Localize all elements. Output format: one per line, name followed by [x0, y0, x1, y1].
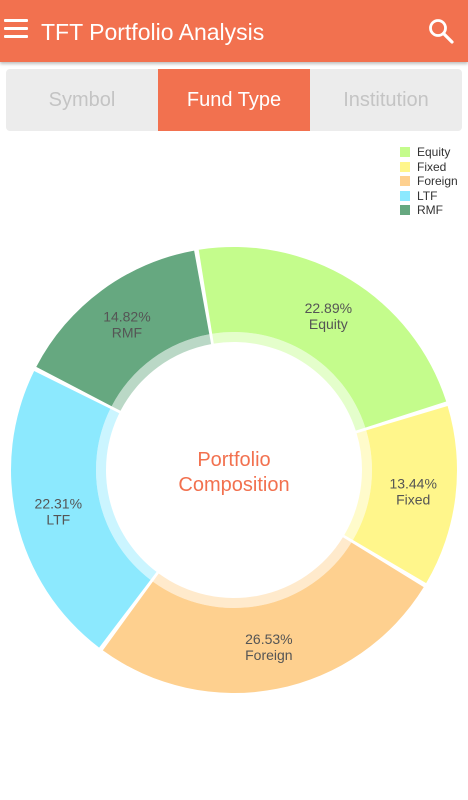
tab-fund-type[interactable]: Fund Type	[158, 69, 310, 131]
legend-swatch	[400, 205, 410, 215]
tab-symbol[interactable]: Symbol	[48, 88, 116, 111]
slice-name-label: Fixed	[396, 492, 430, 508]
slice-name-label: LTF	[46, 511, 70, 527]
slice-percent-label: 26.53%	[245, 631, 292, 647]
slice-equity[interactable]	[198, 247, 447, 428]
slice-inner-rmf	[111, 334, 212, 411]
slice-percent-label: 22.89%	[305, 300, 352, 316]
hamburger-menu-icon[interactable]	[4, 19, 28, 39]
legend-label: LTF	[417, 188, 438, 203]
legend-label: Foreign	[417, 174, 458, 188]
slice-label-equity: 22.89%Equity	[305, 300, 352, 332]
center-text-line: Composition	[178, 474, 289, 496]
center-text-line: Portfolio	[197, 449, 270, 471]
legend-swatch	[400, 176, 410, 186]
legend-label: Equity	[417, 145, 451, 159]
pie-chart: 22.89%Equity 13.44%Fixed 26.53%Foreign 22.3…	[10, 247, 457, 693]
slice-name-label: Foreign	[245, 647, 292, 663]
slice-label-ltf: 22.31%LTF	[35, 495, 82, 527]
tab-institution[interactable]: Institution	[343, 88, 429, 111]
legend-label: RMF	[417, 203, 443, 217]
slice-name-label: Equity	[309, 316, 348, 332]
slice-inner-fixed	[344, 430, 373, 541]
slice-inner-ltf	[96, 408, 157, 580]
slice-foreign[interactable]	[102, 542, 424, 693]
slice-inner-foreign	[152, 537, 352, 608]
app-bar: TFT Portfolio Analysis	[0, 0, 468, 62]
slice-inner-equity	[212, 332, 366, 431]
slice-percent-label: 13.44%	[389, 476, 436, 492]
legend-swatch	[400, 147, 410, 157]
slice-percent-label: 22.31%	[35, 495, 82, 511]
legend-swatch	[400, 161, 410, 172]
slice-rmf[interactable]	[36, 250, 210, 407]
slice-ltf[interactable]	[10, 371, 151, 648]
tab-bar: Symbol Fund Type Institution	[6, 69, 462, 131]
legend-label: Fixed	[417, 159, 447, 174]
slice-label-rmf: 14.82%RMF	[103, 309, 150, 341]
search-icon[interactable]	[428, 18, 454, 44]
slice-name-label: RMF	[112, 325, 142, 341]
legend-swatch	[400, 190, 410, 201]
app-title: TFT Portfolio Analysis	[41, 19, 265, 45]
slice-label-foreign: 26.53%Foreign	[245, 631, 292, 663]
slice-label-fixed: 13.44%Fixed	[389, 476, 436, 508]
slice-fixed[interactable]	[352, 405, 457, 584]
slice-percent-label: 14.82%	[103, 309, 150, 325]
